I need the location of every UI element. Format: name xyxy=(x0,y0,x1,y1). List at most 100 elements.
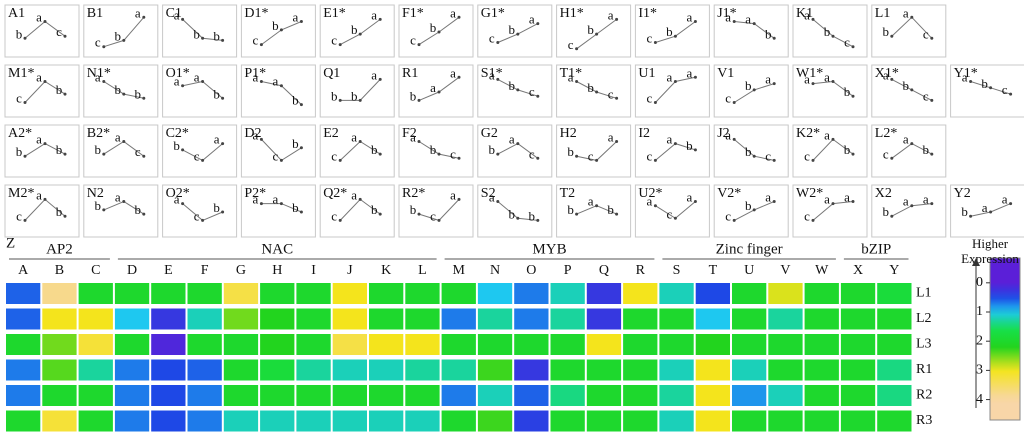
panel-letter: b xyxy=(489,142,496,157)
panel-point xyxy=(575,154,579,158)
column-label: R xyxy=(636,263,646,278)
panel-letter: b xyxy=(371,142,378,157)
heatmap-cell xyxy=(114,410,150,432)
panel-point xyxy=(693,148,697,152)
panel-letter: a xyxy=(450,5,456,20)
heatmap-cell xyxy=(768,385,803,406)
panel-point xyxy=(417,212,421,216)
panel-point xyxy=(299,20,303,23)
column-label: Y xyxy=(889,263,899,278)
heatmap-cell xyxy=(768,410,803,432)
panel-point xyxy=(338,43,342,47)
panel-point xyxy=(575,212,579,216)
heatmap-cell xyxy=(223,410,259,432)
panel-letter: c xyxy=(647,30,653,45)
heatmap-cell xyxy=(659,359,694,381)
heatmap-cell xyxy=(6,283,41,304)
panel-point xyxy=(930,202,934,206)
heatmap-cell xyxy=(441,410,476,432)
panel-label: I1* xyxy=(638,6,657,21)
panel-point xyxy=(536,218,540,222)
heatmap-cell xyxy=(151,334,186,355)
heatmap-cell xyxy=(114,359,150,381)
panel-label: M2* xyxy=(8,186,34,201)
heatmap-cell xyxy=(78,308,113,330)
column-label: N xyxy=(490,263,500,278)
panel-point xyxy=(910,142,914,146)
heatmap-cell xyxy=(42,359,77,381)
panel-point xyxy=(457,156,461,160)
heatmap-cell xyxy=(659,410,694,432)
panel-letter: b xyxy=(745,144,752,159)
panel-frame xyxy=(4,184,80,238)
heatmap-cell xyxy=(332,410,367,432)
panel-label: P1* xyxy=(244,66,266,81)
panel-letter: b xyxy=(173,138,180,153)
heatmap-cell xyxy=(477,385,513,406)
panel-letter: a xyxy=(667,69,673,84)
panel-letter: c xyxy=(608,86,614,101)
panel-label: O2* xyxy=(166,186,190,201)
heatmap-cell xyxy=(804,359,839,381)
panel-letter: b xyxy=(824,24,831,39)
panel-point xyxy=(279,28,283,32)
panel-point xyxy=(752,154,756,158)
panel-letter: a xyxy=(194,69,200,84)
panel-letter: b xyxy=(567,144,574,159)
panel-label: P2* xyxy=(244,186,266,201)
panel-letter: a xyxy=(765,189,771,204)
panel-point xyxy=(378,17,382,21)
panel-letter: b xyxy=(56,82,63,97)
heatmap-cell xyxy=(732,334,767,355)
panel-point xyxy=(43,80,47,83)
panel-point xyxy=(437,90,441,94)
column-label: M xyxy=(453,263,466,278)
panel-frame xyxy=(477,4,553,58)
panel-letter: c xyxy=(450,146,456,161)
panel-letter: c xyxy=(529,84,535,99)
heatmap-cell xyxy=(550,359,585,381)
panel-letter: a xyxy=(351,129,357,144)
heatmap-cell xyxy=(6,359,41,381)
panel-letter: b xyxy=(95,142,102,157)
panel-letter: b xyxy=(292,136,299,151)
panel-letter: b xyxy=(666,24,673,39)
heatmap-cell xyxy=(296,334,331,355)
panel-point xyxy=(181,202,185,206)
panel-point xyxy=(752,88,756,92)
heatmap-cell xyxy=(877,283,912,304)
panel-point xyxy=(516,216,520,220)
panel-letter: b xyxy=(745,198,752,213)
panel-frame xyxy=(634,64,710,118)
heatmap-cell xyxy=(42,283,77,304)
heatmap-cell xyxy=(223,334,259,355)
panel-point xyxy=(378,152,382,156)
panel-point xyxy=(122,38,126,42)
panel-letter: a xyxy=(95,69,101,84)
panel-frame xyxy=(319,64,395,118)
heatmap-cell xyxy=(477,410,513,432)
panel-point xyxy=(595,90,599,94)
panel-point xyxy=(969,214,973,218)
panel-letter: c xyxy=(331,208,337,223)
panel-letter: c xyxy=(765,148,771,163)
panel-frame xyxy=(950,184,1024,238)
heatmap-cell xyxy=(42,410,77,432)
heatmap-cell xyxy=(804,308,839,330)
panel-frame xyxy=(83,184,159,238)
panel-letter: a xyxy=(115,189,121,204)
colorbar-tick-label: 2 xyxy=(976,333,983,348)
heatmap-cell xyxy=(441,283,476,304)
panel-letter: a xyxy=(36,132,42,147)
panel-frame xyxy=(477,64,553,118)
heatmap-cell xyxy=(405,410,440,432)
panel-point xyxy=(910,204,914,208)
column-label: B xyxy=(55,263,64,278)
heatmap-cell xyxy=(296,283,331,304)
panel-letter: b xyxy=(410,88,417,103)
panel-point xyxy=(772,36,776,40)
panel-frame xyxy=(792,64,868,118)
panel-letter: b xyxy=(135,202,142,217)
panel-point xyxy=(417,140,421,143)
heatmap-cell xyxy=(151,410,186,432)
